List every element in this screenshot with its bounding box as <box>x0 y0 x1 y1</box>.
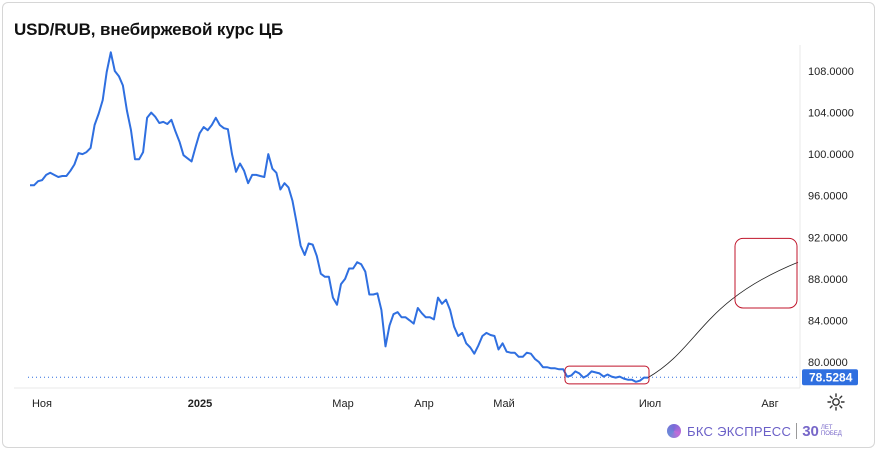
chart-frame <box>2 2 875 448</box>
x-tick-label: Ноя <box>32 398 52 410</box>
brand-separator <box>796 423 798 439</box>
x-tick-labels: Ноя 2025 Мар Апр Май Июл Авг <box>32 398 779 410</box>
current-range-highlight <box>564 365 650 385</box>
x-tick-label: Июл <box>639 398 661 410</box>
last-price-badge-bg <box>802 369 858 386</box>
y-tick-label: 96.0000 <box>808 191 848 203</box>
brand-anniversary-word-1: ЛЕТ <box>820 425 833 431</box>
forecast-target-highlight <box>734 237 798 309</box>
forecast-curve <box>647 261 799 378</box>
brand-logo: БКС ЭКСПРЕСС 30 ЛЕТ ПОБЕД <box>667 421 842 441</box>
series-line <box>30 51 648 383</box>
y-tick-label: 84.0000 <box>808 315 848 327</box>
y-tick-labels: 108.0000 104.0000 100.0000 96.0000 92.0000 88… <box>808 66 854 369</box>
y-tick-label: 80.0000 <box>808 357 848 369</box>
brand-name: БКС ЭКСПРЕСС <box>687 423 792 439</box>
x-tick-label: Май <box>493 398 515 410</box>
x-tick-label: Мар <box>332 398 354 410</box>
y-tick-label: 108.0000 <box>808 66 854 78</box>
last-price-label: 78.5284 <box>809 370 853 384</box>
y-tick-label: 88.0000 <box>808 274 848 286</box>
brand-anniversary-number: 30 <box>802 422 819 440</box>
y-tick-label: 100.0000 <box>808 149 854 161</box>
brand-mark-icon <box>667 424 681 438</box>
x-tick-label: Апр <box>414 398 433 410</box>
x-tick-label: 2025 <box>188 398 212 410</box>
y-tick-label: 92.0000 <box>808 232 848 244</box>
y-tick-label: 104.0000 <box>808 108 854 120</box>
gear-icon[interactable] <box>826 392 846 412</box>
chart-title: USD/RUB, внебиржевой курс ЦБ <box>14 20 284 39</box>
brand-anniversary-word-2: ПОБЕД <box>820 431 842 437</box>
x-tick-label: Авг <box>761 398 778 410</box>
last-price-badge: 78.5284 <box>802 369 858 386</box>
